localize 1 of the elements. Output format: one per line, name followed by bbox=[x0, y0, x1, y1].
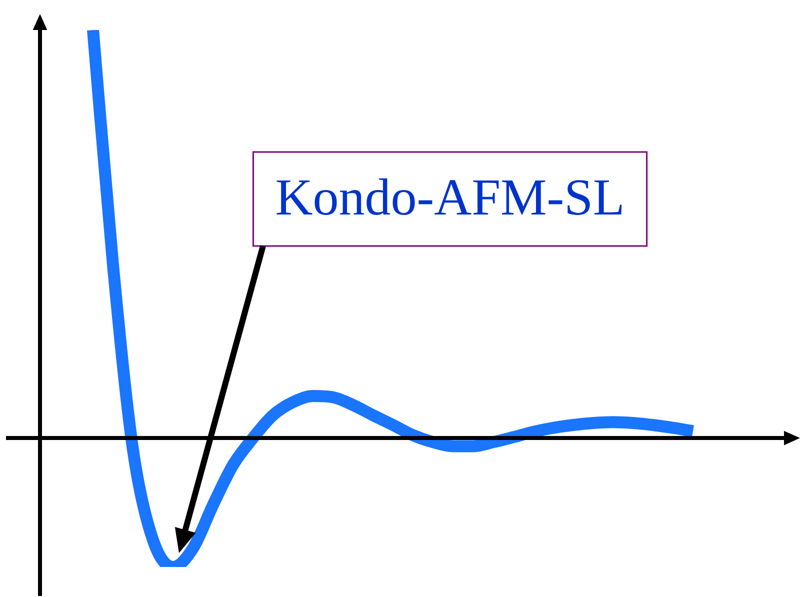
annotation: Kondo-AFM-SL bbox=[275, 170, 625, 227]
